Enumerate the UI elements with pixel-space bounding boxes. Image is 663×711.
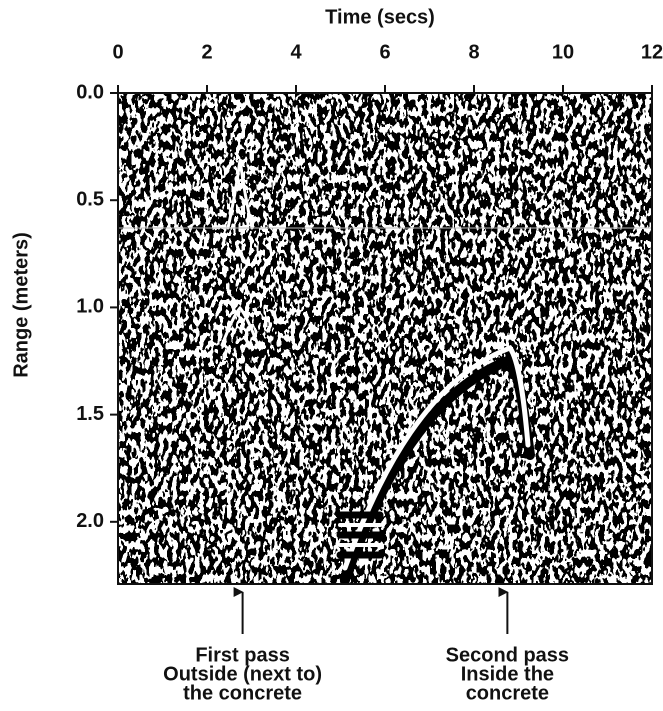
annotation-text: First pass [195, 644, 289, 666]
annotation-text: Inside the [461, 663, 554, 685]
y-tick-label: 1.0 [76, 296, 104, 318]
x-tick-label: 10 [552, 41, 574, 63]
x-tick-label: 12 [641, 41, 663, 63]
annotation-text: Second pass [446, 644, 569, 666]
annotation-text: the concrete [183, 682, 302, 704]
y-tick-label: 1.5 [76, 403, 104, 425]
y-tick-label: 0.0 [76, 81, 104, 103]
y-tick-label: 2.0 [76, 510, 104, 532]
radar-image [118, 93, 652, 584]
reflections [220, 159, 535, 585]
annotation-text: Outside (next to) [163, 663, 322, 685]
y-axis-label: Range (meters) [10, 232, 32, 378]
x-tick-label: 4 [290, 41, 302, 63]
chart-title: Time (secs) [325, 6, 435, 28]
y-tick-label: 0.5 [76, 188, 104, 210]
x-tick-label: 0 [112, 41, 123, 63]
x-tick-label: 8 [468, 41, 479, 63]
x-tick-label: 6 [379, 41, 390, 63]
annotation-text: concrete [466, 682, 549, 704]
x-tick-label: 2 [201, 41, 212, 63]
